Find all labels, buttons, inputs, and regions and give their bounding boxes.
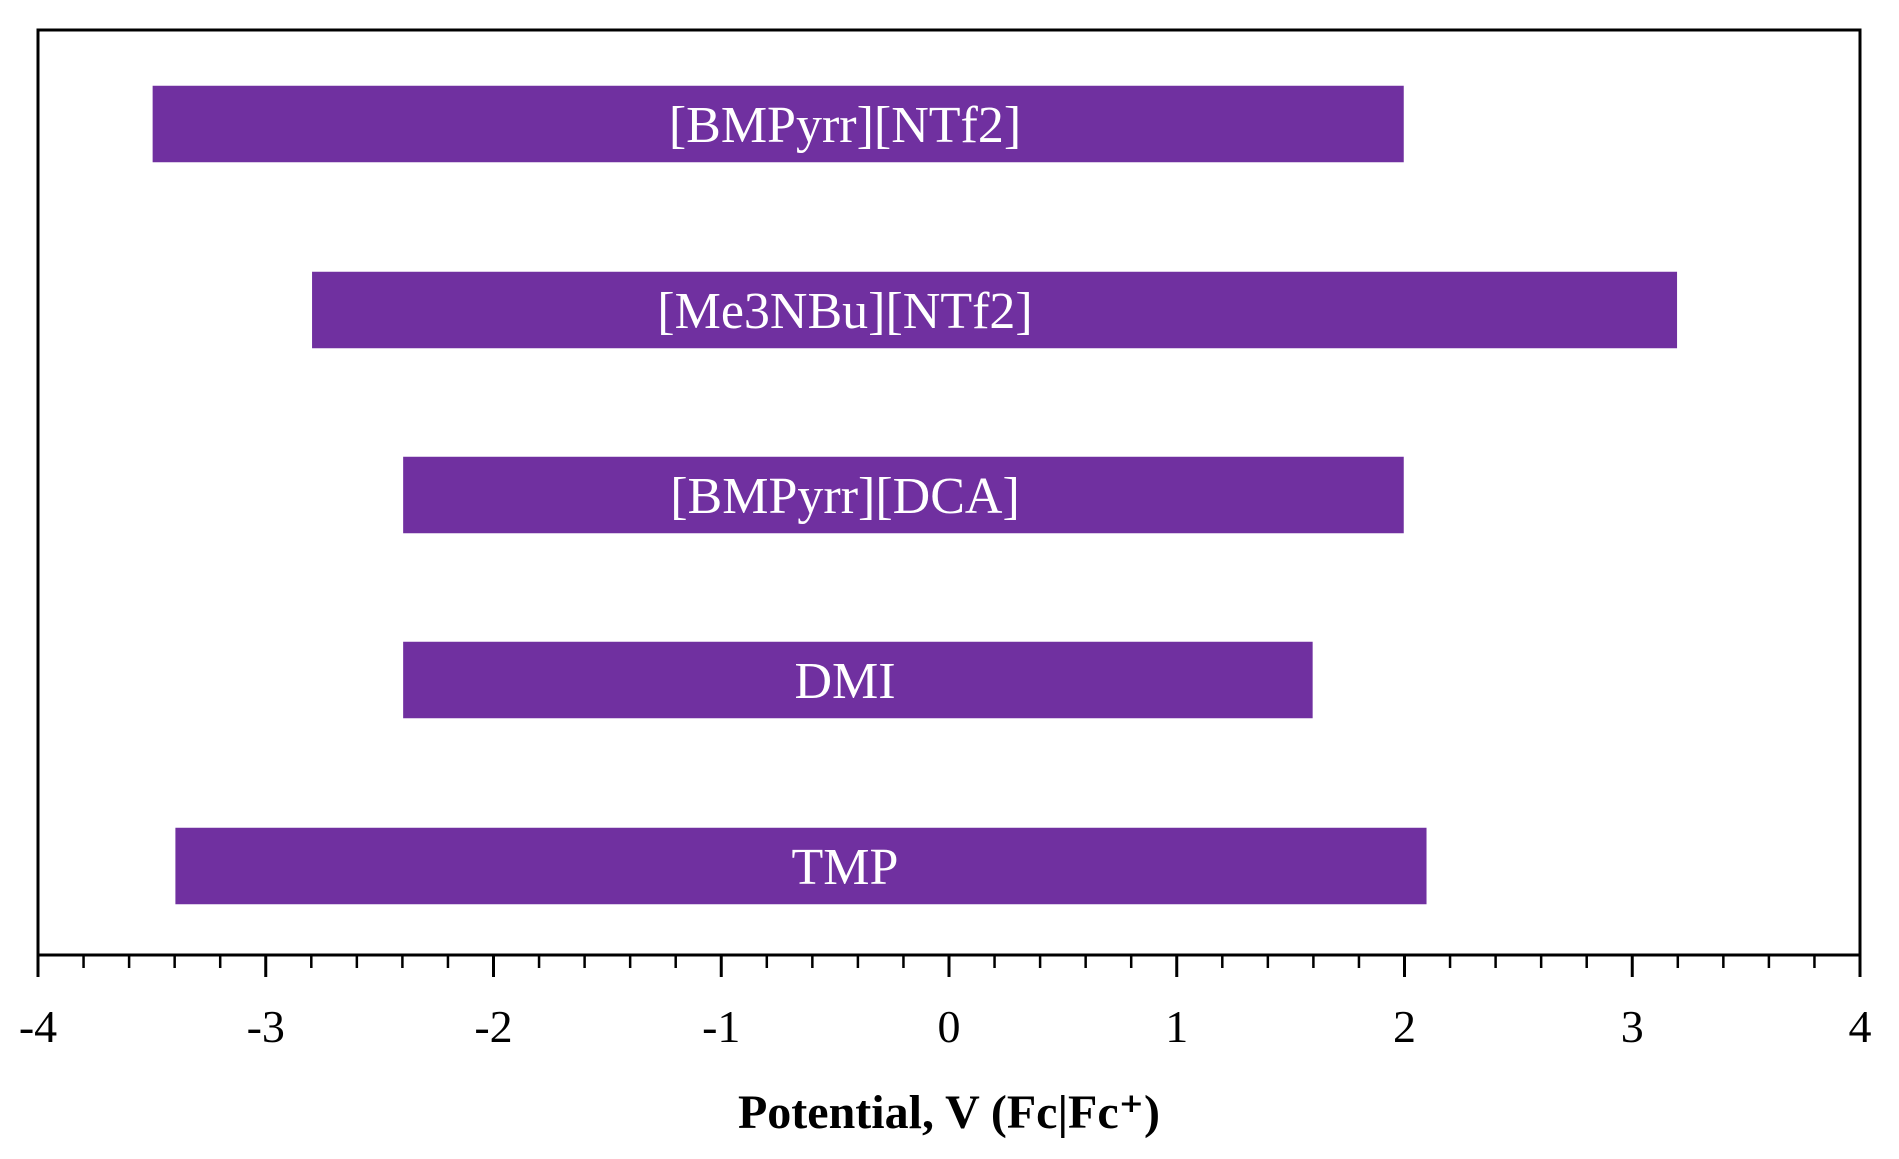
bar-labels-layer: [BMPyrr][NTf2] [Me3NBu][NTf2] [BMPyrr][DCA… <box>657 97 1032 896</box>
bar-label: [Me3NBu][NTf2] <box>657 283 1032 340</box>
tick-label: 2 <box>1393 1001 1416 1052</box>
bar-label: [BMPyrr][DCA] <box>670 468 1020 525</box>
bar <box>401 640 1315 720</box>
bar-label: TMP <box>792 839 899 896</box>
x-axis-title: Potential, V (Fc|Fc⁺) <box>738 1086 1160 1139</box>
bar <box>310 270 1679 350</box>
tick-label: 4 <box>1849 1001 1872 1052</box>
tick-label: 3 <box>1621 1001 1644 1052</box>
bar-label: DMI <box>794 653 895 710</box>
x-axis-tick-labels: -4 -3 -2 -1 0 1 2 3 4 <box>19 1001 1872 1052</box>
bar <box>151 84 1406 164</box>
tick-label: -4 <box>19 1001 57 1052</box>
tick-label: 0 <box>938 1001 961 1052</box>
x-axis-ticks <box>36 955 1862 977</box>
bar-label: [BMPyrr][NTf2] <box>669 97 1021 154</box>
bar <box>173 826 1429 906</box>
tick-label: -3 <box>247 1001 285 1052</box>
tick-label: -1 <box>702 1001 740 1052</box>
tick-label: 1 <box>1165 1001 1188 1052</box>
bars-layer <box>151 84 1679 906</box>
tick-label: -2 <box>474 1001 512 1052</box>
bar <box>401 455 1406 535</box>
